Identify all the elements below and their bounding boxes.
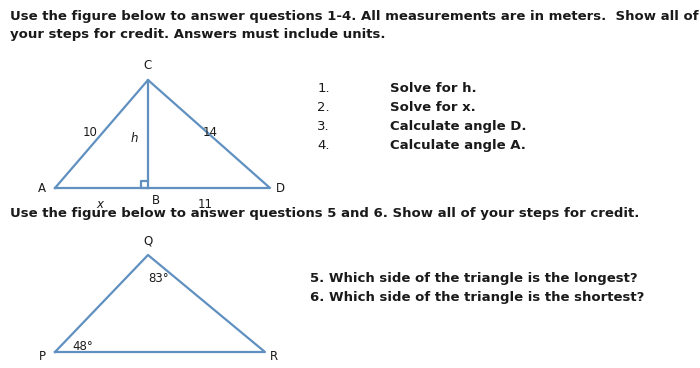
Text: B: B bbox=[152, 194, 160, 207]
Text: h: h bbox=[130, 131, 138, 145]
Text: Use the figure below to answer questions 5 and 6. Show all of your steps for cre: Use the figure below to answer questions… bbox=[10, 207, 639, 220]
Text: 48°: 48° bbox=[72, 340, 92, 353]
Text: x: x bbox=[97, 198, 104, 211]
Text: Calculate angle D.: Calculate angle D. bbox=[390, 120, 526, 133]
Text: D: D bbox=[276, 181, 285, 195]
Text: 14: 14 bbox=[202, 127, 218, 139]
Text: Use the figure below to answer questions 1-4. All measurements are in meters.  S: Use the figure below to answer questions… bbox=[10, 10, 699, 23]
Text: 4.: 4. bbox=[318, 139, 330, 152]
Text: 1.: 1. bbox=[317, 82, 330, 95]
Text: 2.: 2. bbox=[317, 101, 330, 114]
Text: Solve for h.: Solve for h. bbox=[390, 82, 477, 95]
Text: P: P bbox=[39, 350, 46, 362]
Text: 83°: 83° bbox=[148, 272, 169, 285]
Text: Q: Q bbox=[144, 235, 153, 248]
Text: C: C bbox=[144, 59, 152, 72]
Text: 5. Which side of the triangle is the longest?: 5. Which side of the triangle is the lon… bbox=[310, 272, 638, 285]
Text: 3.: 3. bbox=[317, 120, 330, 133]
Text: Solve for x.: Solve for x. bbox=[390, 101, 476, 114]
Text: 11: 11 bbox=[197, 198, 213, 211]
Text: 6. Which side of the triangle is the shortest?: 6. Which side of the triangle is the sho… bbox=[310, 291, 645, 304]
Text: your steps for credit. Answers must include units.: your steps for credit. Answers must incl… bbox=[10, 28, 386, 41]
Text: Calculate angle A.: Calculate angle A. bbox=[390, 139, 526, 152]
Text: A: A bbox=[38, 181, 46, 195]
Text: R: R bbox=[270, 350, 278, 362]
Text: 10: 10 bbox=[83, 127, 97, 139]
